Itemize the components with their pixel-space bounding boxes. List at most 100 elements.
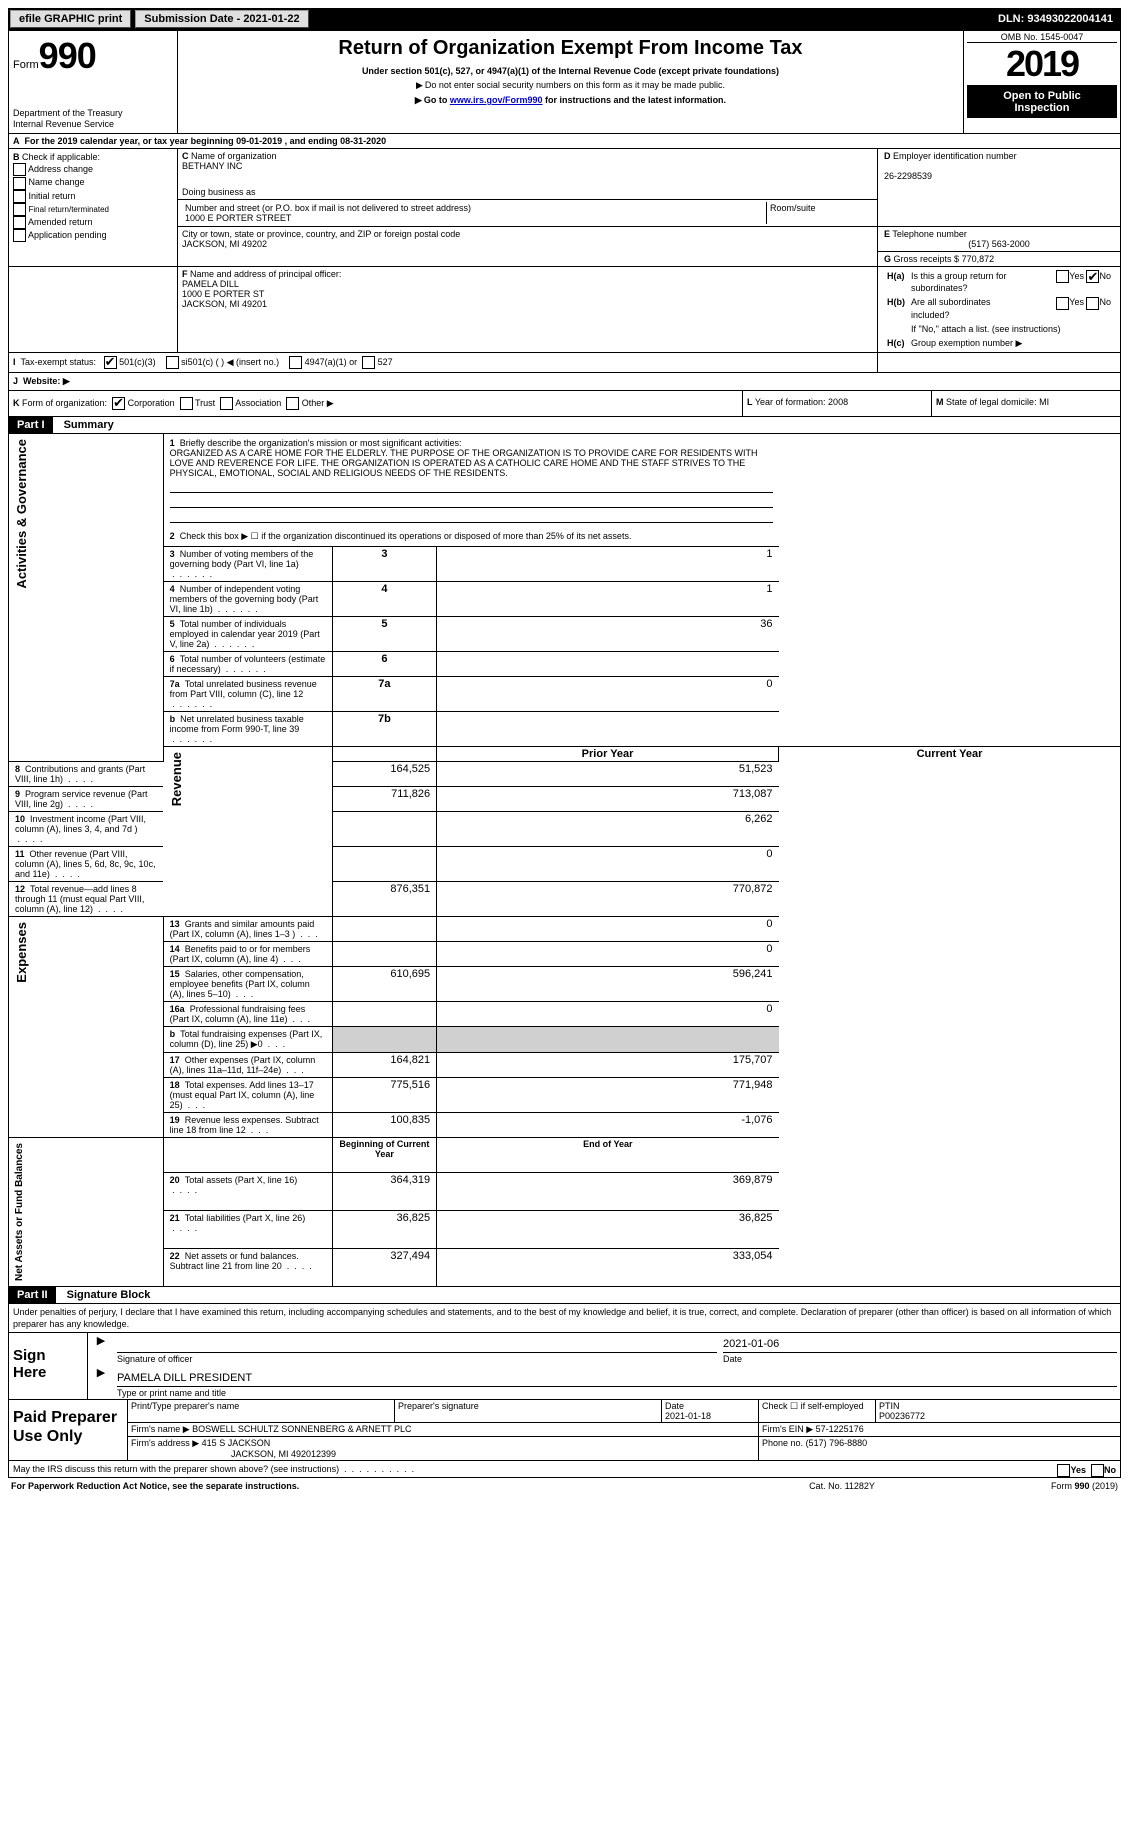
4947-checkbox[interactable] [289,356,302,369]
box-j-letter: J [13,376,18,386]
preparer-table: Paid Preparer Use Only Print/Type prepar… [8,1400,1121,1461]
q2-label: Check this box ▶ ☐ if the organization d… [180,531,632,541]
corp-checkbox[interactable] [112,397,125,410]
firm-name-label: Firm's name ▶ [131,1424,190,1434]
initial-return-label: Initial return [29,191,76,201]
part1-header: Part I [9,417,53,433]
prep-name-label: Print/Type preparer's name [128,1400,395,1423]
subtitle-1: Under section 501(c), 527, or 4947(a)(1)… [198,66,943,76]
year-formation: Year of formation: 2008 [755,397,848,407]
website-label: Website: ▶ [23,376,70,386]
org-name-label: Name of organization [191,151,277,161]
city-value: JACKSON, MI 49202 [182,239,267,249]
tax-exempt-label: Tax-exempt status: [21,357,97,367]
ein-value: 26-2298539 [884,171,932,181]
form-title: Return of Organization Exempt From Incom… [198,37,943,60]
addr-label: Number and street (or P.O. box if mail i… [185,203,471,213]
ha-yes-checkbox[interactable] [1056,270,1069,283]
top-toolbar: efile GRAPHIC print Submission Date - 20… [8,8,1121,30]
addr-change-label: Address change [28,164,93,174]
ptin-value: P00236772 [879,1411,925,1421]
prep-date-value: 2021-01-18 [665,1411,711,1421]
app-pending-label: Application pending [28,230,107,240]
ha-no-checkbox[interactable] [1086,270,1099,283]
footer-left: For Paperwork Reduction Act Notice, see … [8,1480,749,1492]
firm-addr: 415 S JACKSON [202,1438,271,1448]
hb-no-checkbox[interactable] [1086,297,1099,310]
efile-print-button[interactable]: efile GRAPHIC print [10,10,131,28]
declaration-text: Under penalties of perjury, I declare th… [8,1304,1121,1333]
addr-change-checkbox[interactable] [13,163,26,176]
officer-name-title: PAMELA DILL PRESIDENT [117,1372,1117,1384]
subtitle-2: Do not enter social security numbers on … [425,80,725,90]
ha-label: H(a) [887,271,905,281]
hc-label: H(c) [887,338,905,348]
mission-text: ORGANIZED AS A CARE HOME FOR THE ELDERLY… [170,448,758,478]
box-l-letter: L [747,397,753,407]
part1-table: Activities & Governance 1 Briefly descri… [8,434,1121,1287]
gross-label: Gross receipts $ [894,254,960,264]
state-domicile: State of legal domicile: MI [946,397,1049,407]
open-public-2: Inspection [1014,102,1069,114]
trust-checkbox[interactable] [180,397,193,410]
h-note: If "No," attach a list. (see instruction… [908,322,1114,336]
box-e-letter: E [884,229,890,239]
q1-label: Briefly describe the organization's miss… [180,438,462,448]
final-return-checkbox[interactable] [13,203,26,216]
other-org-checkbox[interactable] [286,397,299,410]
amended-checkbox[interactable] [13,216,26,229]
discuss-no-checkbox[interactable] [1091,1464,1104,1477]
form-word: Form [13,59,39,71]
phone-label: Telephone number [892,229,967,239]
ein-label: Employer identification number [893,151,1017,161]
footer-row: For Paperwork Reduction Act Notice, see … [8,1480,1121,1492]
sign-here-label: Sign Here [9,1333,88,1400]
501c3-checkbox[interactable] [104,356,117,369]
footer-cat: Cat. No. 11282Y [749,1480,935,1492]
527-checkbox[interactable] [362,356,375,369]
footer-form-num: 990 [1074,1481,1089,1491]
box-d-letter: D [884,151,891,161]
gross-value: 770,872 [962,254,995,264]
sig-officer-label: Signature of officer [117,1352,717,1364]
officer-name: PAMELA DILL [182,279,239,289]
box-g-letter: G [884,254,891,264]
app-pending-checkbox[interactable] [13,229,26,242]
org-name: BETHANY INC [182,161,242,171]
goto-prefix: Go to [424,95,450,105]
firm-city: JACKSON, MI 492012399 [231,1449,336,1459]
initial-return-checkbox[interactable] [13,190,26,203]
name-change-label: Name change [29,177,85,187]
form-header-table: Form990 Department of the Treasury Inter… [8,30,1121,134]
firm-ein-label: Firm's EIN ▶ [762,1424,813,1434]
room-label: Room/suite [770,203,816,213]
box-f-letter: F [182,269,188,279]
501c-checkbox[interactable] [166,356,179,369]
box-k-letter: K [13,398,20,408]
firm-ein: 57-1225176 [816,1424,864,1434]
open-public-1: Open to Public [1003,90,1081,102]
street-address: 1000 E PORTER STREET [185,213,291,223]
period-line: A For the 2019 calendar year, or tax yea… [8,134,1121,149]
irs-link[interactable]: www.irs.gov/Form990 [450,95,543,105]
box-b-label: Check if applicable: [22,152,100,162]
part1-title: Summary [56,419,114,431]
signature-table: Sign Here ▶ Signature of officer 2021-01… [8,1333,1121,1400]
hc-text: Group exemption number ▶ [908,336,1114,350]
goto-suffix: for instructions and the latest informat… [543,95,727,105]
name-change-checkbox[interactable] [13,177,26,190]
entity-info-table: B Check if applicable: Address change Na… [8,149,1121,391]
prep-sig-label: Preparer's signature [395,1400,662,1423]
hb-yes-checkbox[interactable] [1056,297,1069,310]
firm-name: BOSWELL SCHULTZ SONNENBERG & ARNETT PLC [192,1424,411,1434]
box-b-letter: B [13,152,20,162]
paid-preparer-label: Paid Preparer Use Only [9,1400,128,1461]
self-employed-check: Check ☐ if self-employed [759,1400,876,1423]
discuss-yes-checkbox[interactable] [1057,1464,1070,1477]
submission-date-button[interactable]: Submission Date - 2021-01-22 [135,10,308,28]
hb-label: H(b) [887,297,905,307]
assoc-checkbox[interactable] [220,397,233,410]
part2-header: Part II [9,1287,56,1303]
final-return-label: Final return/terminated [29,205,109,214]
sig-date-label: Date [723,1352,1117,1364]
